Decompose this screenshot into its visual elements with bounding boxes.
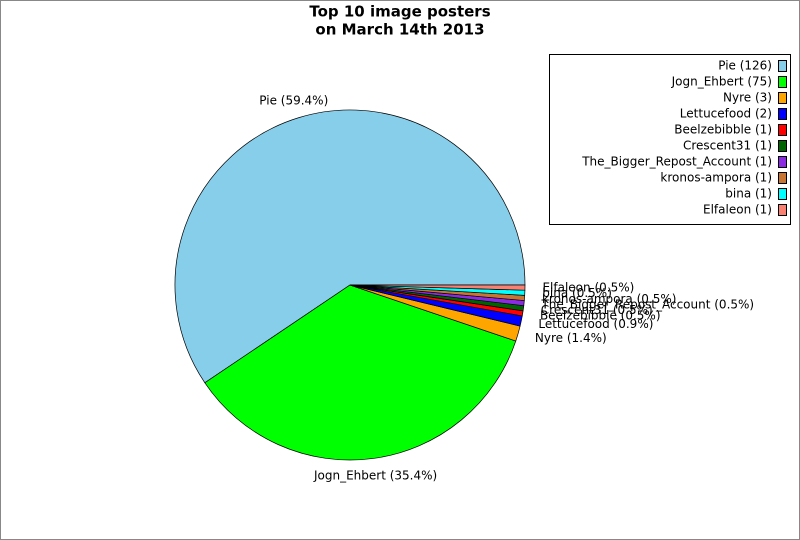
legend-label: kronos-ampora (1) xyxy=(660,171,772,185)
chart-title: on March 14th 2013 xyxy=(315,21,484,39)
legend-swatch xyxy=(778,188,787,200)
legend-swatch xyxy=(778,156,787,168)
legend-label: Nyre (3) xyxy=(723,91,772,105)
legend-swatch xyxy=(778,124,787,136)
slice-label: Pie (59.4%) xyxy=(259,93,328,107)
legend-label: Crescent31 (1) xyxy=(683,139,772,153)
legend-box xyxy=(549,54,791,225)
legend-label: Pie (126) xyxy=(718,59,772,73)
slice-label: Elfaleon (0.5%) xyxy=(542,280,634,294)
pie-slice xyxy=(349,284,526,291)
slice-label: Nyre (1.4%) xyxy=(535,331,607,345)
slice-label: The_Bigger_Repost_Account (0.5%) xyxy=(540,297,754,311)
legend-label: bina (1) xyxy=(725,187,772,201)
legend-swatch xyxy=(778,108,787,120)
legend-label: Lettucefood (2) xyxy=(680,107,772,121)
legend-swatch xyxy=(778,204,787,216)
legend-label: Elfaleon (1) xyxy=(703,203,772,217)
legend-label: The_Bigger_Repost_Account (1) xyxy=(581,155,772,169)
slice-label: Jogn_Ehbert (35.4%) xyxy=(313,468,437,482)
legend-swatch xyxy=(778,92,787,104)
slice-label: Beelzebibble (0.5%) xyxy=(540,309,661,323)
slice-label: kronos-ampora (0.5%) xyxy=(542,292,676,306)
legend-swatch xyxy=(778,76,787,88)
legend-swatch xyxy=(778,172,787,184)
legend-swatch xyxy=(778,60,787,72)
legend-label: Jogn_Ehbert (75) xyxy=(671,75,772,89)
legend-label: Beelzebibble (1) xyxy=(674,123,772,137)
pie-slice xyxy=(204,284,517,461)
slice-label: bina (0.5%) xyxy=(542,286,612,300)
slice-label: Crescent31 (0.5%) xyxy=(541,303,653,317)
chart-title: Top 10 image posters xyxy=(309,3,490,21)
slice-label: Lettucefood (0.9%) xyxy=(538,317,653,331)
legend-swatch xyxy=(778,140,787,152)
pie-slice xyxy=(174,109,526,384)
